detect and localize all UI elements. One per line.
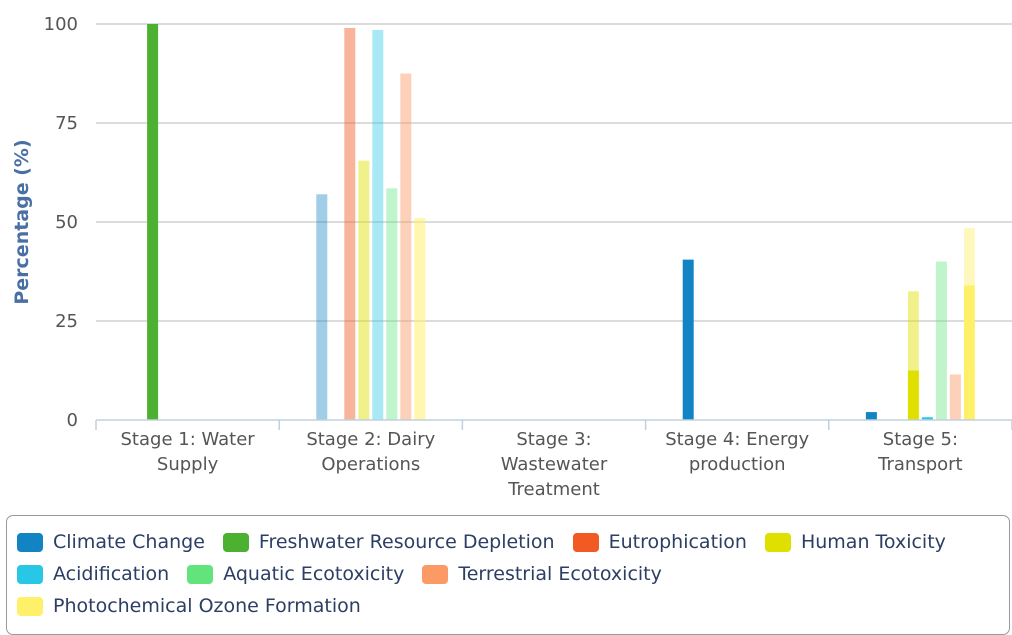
legend-swatch <box>17 596 43 616</box>
y-tick-label: 75 <box>55 113 78 134</box>
legend-item-freshwater-resource-depletion[interactable]: Freshwater Resource Depletion <box>222 531 555 553</box>
legend-label: Eutrophication <box>608 531 747 553</box>
legend-item-human-toxicity[interactable]: Human Toxicity <box>764 531 946 553</box>
bar[interactable] <box>372 29 384 420</box>
x-tick-label: Treatment <box>507 479 600 500</box>
bars <box>147 24 975 421</box>
legend-item-climate-change[interactable]: Climate Change <box>17 531 205 553</box>
legend-swatch <box>17 532 43 552</box>
bar[interactable] <box>907 291 919 371</box>
legend-label: Human Toxicity <box>800 531 946 553</box>
bar[interactable] <box>147 24 159 420</box>
legend-row: Photochemical Ozone Formation <box>17 590 999 622</box>
y-tick-label: 0 <box>67 410 78 431</box>
legend: Climate Change Freshwater Resource Deple… <box>6 515 1010 635</box>
bar[interactable] <box>865 412 877 420</box>
x-axis-tick-labels: Stage 1: Water Supply Stage 2: Dairy Operat… <box>121 429 963 500</box>
legend-swatch <box>17 564 43 584</box>
x-tick-label: Stage 5: <box>883 429 958 450</box>
bar[interactable] <box>414 218 426 420</box>
x-tick-label: Stage 3: <box>516 429 591 450</box>
y-axis-label: Percentage (%) <box>11 139 33 304</box>
legend-label: Photochemical Ozone Formation <box>53 595 361 617</box>
x-tick-label: Stage 2: Dairy <box>306 429 435 450</box>
x-tick-label: Operations <box>321 454 420 475</box>
legend-swatch <box>222 532 249 552</box>
legend-swatch <box>764 532 791 552</box>
legend-label: Freshwater Resource Depletion <box>258 531 555 553</box>
y-tick-label: 25 <box>55 311 78 332</box>
legend-swatch <box>187 564 214 584</box>
bar[interactable] <box>682 259 694 420</box>
bar[interactable] <box>386 188 398 420</box>
legend-label: Acidification <box>53 563 170 585</box>
bar[interactable] <box>400 73 412 421</box>
legend-label: Climate Change <box>53 531 205 553</box>
bar[interactable] <box>963 285 975 420</box>
legend-item-eutrophication[interactable]: Eutrophication <box>572 531 747 553</box>
legend-row: Climate Change Freshwater Resource Deple… <box>17 526 999 558</box>
legend-row: Acidification Aquatic Ecotoxicity Terres… <box>17 558 999 590</box>
legend-item-aquatic-ecotoxicity[interactable]: Aquatic Ecotoxicity <box>187 563 404 585</box>
y-axis-tick-labels: 0 25 50 75 100 <box>44 14 78 431</box>
grid-lines <box>96 23 1012 322</box>
x-tick-label: Supply <box>157 454 219 475</box>
legend-item-acidification[interactable]: Acidification <box>17 563 169 585</box>
bar[interactable] <box>935 261 947 420</box>
bar-chart: 0 25 50 75 100 Percentage (%) Stage 1: Water… <box>11 14 1012 500</box>
legend-item-terrestrial-ecotoxicity[interactable]: Terrestrial Ecotoxicity <box>422 563 662 585</box>
legend-label: Aquatic Ecotoxicity <box>223 563 405 585</box>
bar[interactable] <box>921 417 933 420</box>
bar[interactable] <box>907 370 919 421</box>
x-tick-label: Transport <box>877 454 962 475</box>
bar[interactable] <box>963 227 975 286</box>
y-tick-label: 50 <box>55 212 78 233</box>
legend-label: Terrestrial Ecotoxicity <box>458 563 662 585</box>
x-tick-label: Stage 1: Water <box>121 429 256 450</box>
legend-swatch <box>572 532 599 552</box>
legend-item-photochemical-ozone-formation[interactable]: Photochemical Ozone Formation <box>17 595 361 617</box>
bar[interactable] <box>344 27 356 421</box>
x-tick-label: production <box>689 454 786 475</box>
legend-swatch <box>422 564 449 584</box>
bar[interactable] <box>316 194 328 420</box>
x-tick-label: Wastewater <box>501 454 608 475</box>
x-axis <box>95 419 1012 430</box>
y-tick-label: 100 <box>44 14 78 35</box>
x-tick-label: Stage 4: Energy <box>665 429 809 450</box>
bar[interactable] <box>358 160 370 420</box>
bar[interactable] <box>949 374 961 420</box>
